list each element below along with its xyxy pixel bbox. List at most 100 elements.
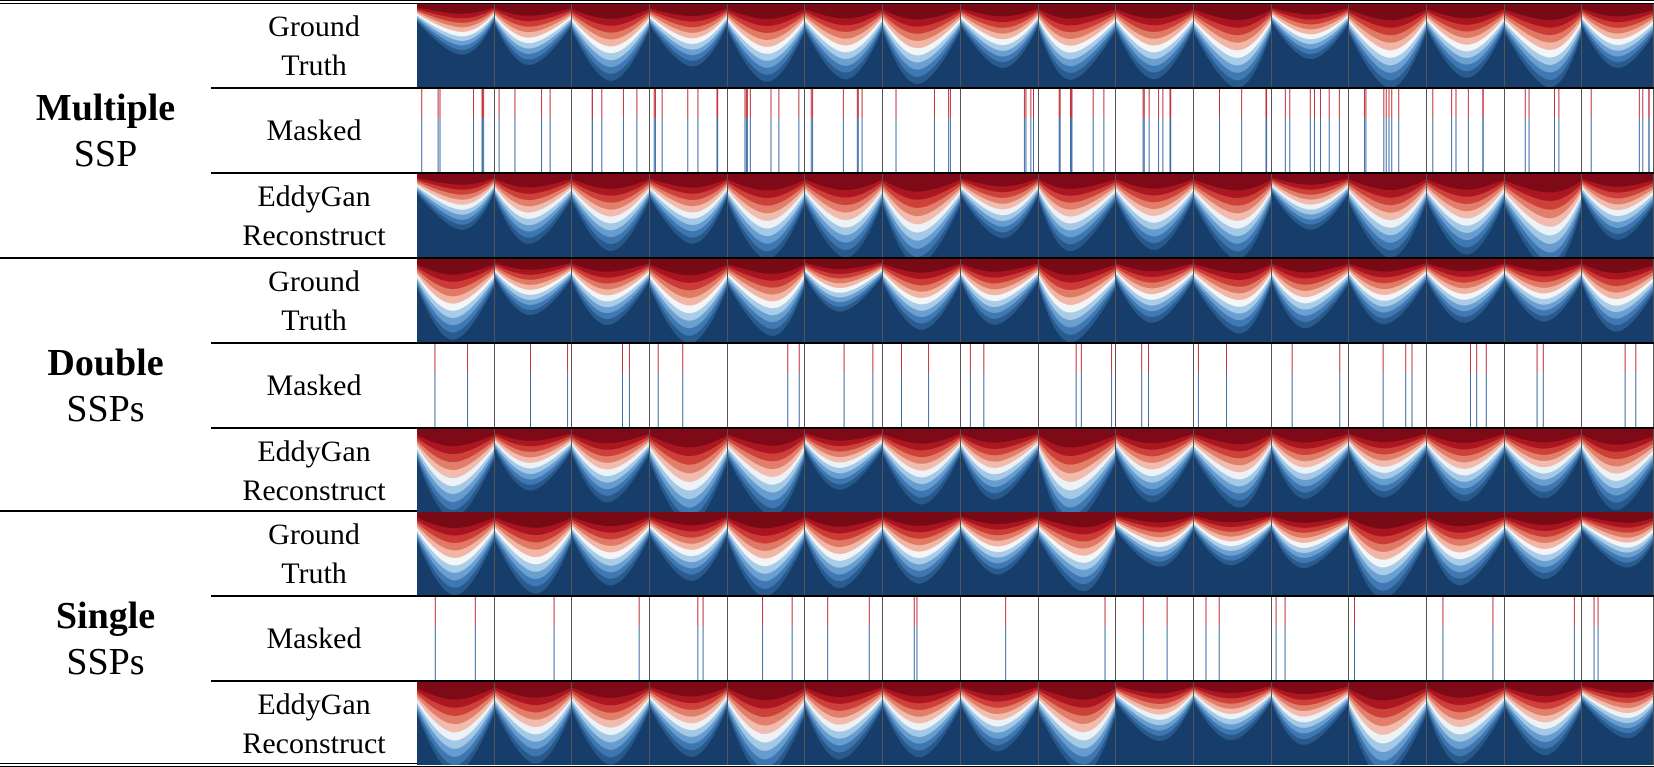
tile [960, 597, 1039, 680]
group: Single SSPs Ground Truth Masked EddyGan Recons… [0, 510, 1654, 765]
tile [805, 4, 884, 87]
tile [1271, 597, 1350, 680]
tile [650, 4, 728, 87]
tile [1582, 89, 1654, 172]
tile [1038, 174, 1117, 257]
tile [805, 174, 884, 257]
tile [727, 174, 806, 257]
tile-row [417, 595, 1654, 680]
tile [1349, 89, 1427, 172]
row-label-line: Reconstruct [242, 473, 386, 507]
tile [1271, 512, 1350, 595]
group-title: SSPs [66, 387, 145, 430]
tile [650, 259, 728, 342]
tile [1504, 512, 1583, 595]
tile [494, 344, 573, 427]
tile [883, 512, 961, 595]
row-label: EddyGan Reconstruct [211, 680, 417, 765]
tile [417, 259, 495, 342]
tile [1038, 89, 1117, 172]
tile [494, 89, 573, 172]
tile [1271, 89, 1350, 172]
tile [1349, 4, 1427, 87]
tile [960, 512, 1039, 595]
tile [960, 174, 1039, 257]
tile-row [417, 4, 1654, 87]
tile-row [417, 87, 1654, 172]
tile [727, 512, 806, 595]
tile [1582, 4, 1654, 87]
tile [1349, 344, 1427, 427]
tile [1426, 259, 1505, 342]
row-label: Masked [211, 87, 417, 172]
tile [1426, 429, 1505, 512]
tile [572, 89, 651, 172]
tile [1582, 429, 1654, 512]
tile [960, 89, 1039, 172]
tile [1038, 4, 1117, 87]
tile-row [417, 172, 1654, 257]
tile [727, 4, 806, 87]
tile [1038, 344, 1117, 427]
tile [727, 344, 806, 427]
tile [883, 344, 961, 427]
tile [494, 429, 573, 512]
tile [572, 597, 651, 680]
tile-row [417, 259, 1654, 342]
group-title-bold: Single [55, 594, 156, 637]
tile [1426, 4, 1505, 87]
tile-row [417, 680, 1654, 765]
tile [1038, 259, 1117, 342]
tile [1271, 259, 1350, 342]
row-label-line: Masked [266, 369, 362, 402]
tile [1426, 89, 1505, 172]
row-label-line: EddyGan [257, 687, 371, 721]
tile [960, 344, 1039, 427]
tile [1426, 597, 1505, 680]
tile [417, 429, 495, 512]
tile [1582, 682, 1654, 765]
tile [494, 4, 573, 87]
tile [1504, 89, 1583, 172]
tile [1038, 597, 1117, 680]
tile [805, 344, 884, 427]
tile [1426, 512, 1505, 595]
tile [572, 344, 651, 427]
tile [1193, 259, 1272, 342]
tile [1349, 682, 1427, 765]
tile [1504, 597, 1583, 680]
tile [572, 174, 651, 257]
tile [805, 597, 884, 680]
tile [650, 174, 728, 257]
tile [417, 174, 495, 257]
tile [883, 89, 961, 172]
row-label-line: Truth [281, 48, 347, 82]
tile [1271, 174, 1350, 257]
tile [1116, 512, 1194, 595]
tile [1426, 682, 1505, 765]
tile [650, 512, 728, 595]
tile-row [417, 427, 1654, 512]
tile [1193, 174, 1272, 257]
tile [1349, 429, 1427, 512]
tile-row [417, 512, 1654, 595]
tile [727, 682, 806, 765]
row-label: Ground Truth [211, 4, 417, 87]
tile [572, 682, 651, 765]
tile [1116, 259, 1194, 342]
tile [417, 4, 495, 87]
tile [727, 259, 806, 342]
row-label-line: Ground [268, 517, 360, 551]
tile [1038, 682, 1117, 765]
row-label: Masked [211, 595, 417, 680]
tile [494, 259, 573, 342]
tile [494, 174, 573, 257]
row-label: Ground Truth [211, 512, 417, 595]
tile-row [417, 342, 1654, 427]
tile [417, 597, 495, 680]
tile [1193, 4, 1272, 87]
group-title: SSPs [66, 640, 145, 683]
tile [1038, 429, 1117, 512]
tile [650, 597, 728, 680]
